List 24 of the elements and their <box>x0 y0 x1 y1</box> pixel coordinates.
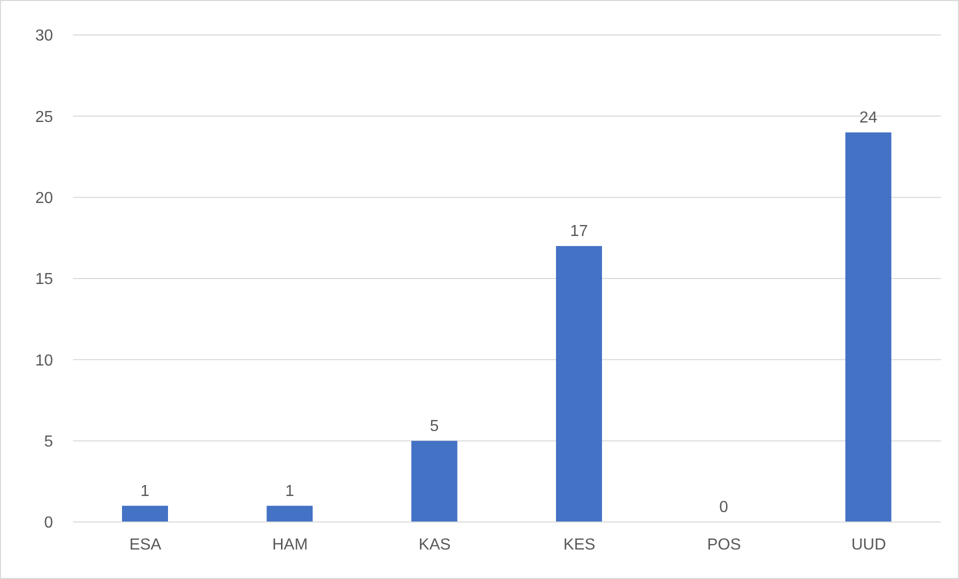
bar <box>122 506 168 522</box>
x-tick-label: ESA <box>129 536 162 554</box>
y-tick-label: 25 <box>35 108 54 126</box>
x-tick-label: HAM <box>272 536 308 554</box>
y-tick-label: 5 <box>44 434 54 451</box>
bar <box>266 506 313 522</box>
y-tick-label: 0 <box>44 514 54 532</box>
y-tick-label: 10 <box>35 352 54 370</box>
data-label: 17 <box>570 223 588 240</box>
bar <box>845 132 892 522</box>
bar <box>556 246 602 522</box>
x-tick-label: KES <box>563 536 596 554</box>
data-label: 1 <box>140 482 150 500</box>
y-tick-label: 15 <box>35 271 54 288</box>
y-tick-label: 20 <box>35 190 54 208</box>
data-label: 0 <box>719 499 728 516</box>
x-tick-label: UUD <box>851 536 886 554</box>
y-tick-label: 30 <box>35 28 54 45</box>
x-tick-label: KAS <box>418 536 451 554</box>
data-label: 1 <box>285 482 294 500</box>
data-label: 24 <box>859 109 878 126</box>
x-tick-label: POS <box>707 536 741 554</box>
bar <box>411 440 458 522</box>
data-label: 5 <box>430 418 439 435</box>
